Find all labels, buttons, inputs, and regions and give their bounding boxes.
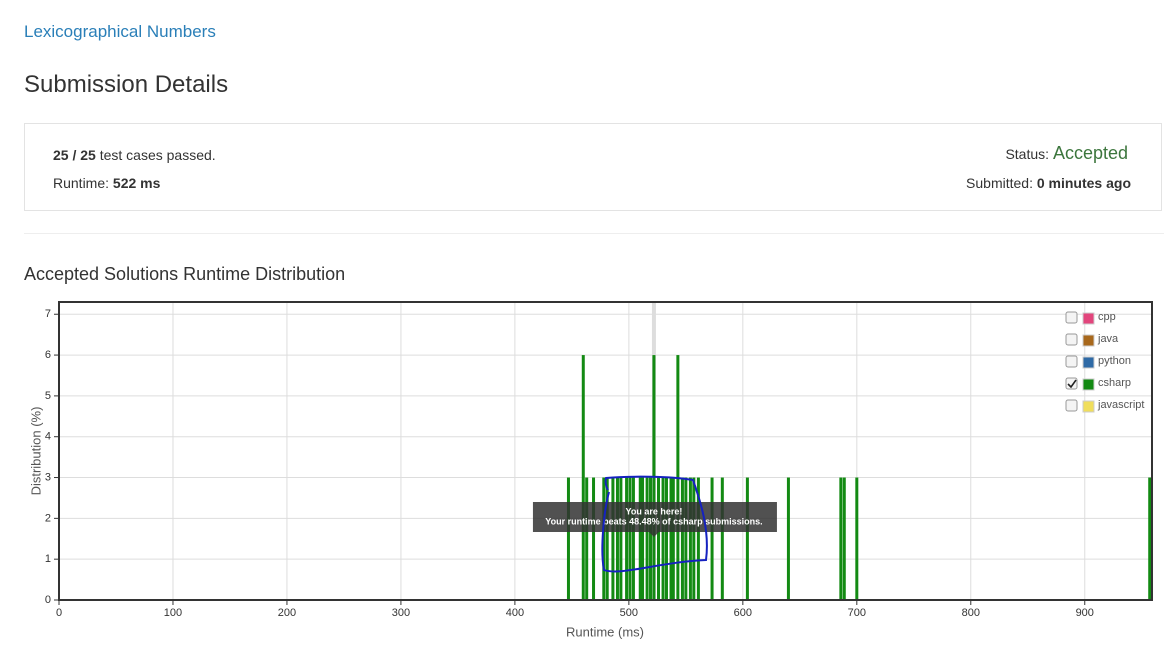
bar bbox=[625, 477, 629, 600]
status-row: Status: Accepted bbox=[1005, 143, 1128, 164]
x-tick-label: 400 bbox=[506, 607, 524, 619]
plot-border bbox=[58, 301, 1153, 601]
runtime-row: Runtime: 522 ms bbox=[53, 175, 160, 191]
y-tick-label: 2 bbox=[45, 512, 51, 524]
legend-checkbox[interactable] bbox=[1065, 311, 1078, 324]
legend-swatch bbox=[1082, 312, 1095, 325]
bar bbox=[720, 477, 724, 600]
legend-label: python bbox=[1098, 355, 1131, 367]
x-tick-label: 600 bbox=[734, 607, 752, 619]
bar bbox=[605, 477, 609, 600]
bar bbox=[664, 477, 668, 600]
legend-checkbox[interactable] bbox=[1065, 377, 1078, 390]
bar bbox=[566, 477, 570, 600]
bar bbox=[628, 477, 632, 600]
y-tick-label: 1 bbox=[45, 553, 51, 565]
legend-swatch bbox=[1082, 334, 1095, 347]
y-tick-label: 0 bbox=[45, 594, 51, 606]
problem-link[interactable]: Lexicographical Numbers bbox=[24, 22, 216, 41]
x-tick-label: 800 bbox=[962, 607, 980, 619]
legend-label: cpp bbox=[1098, 311, 1116, 323]
legend-checkbox[interactable] bbox=[1065, 399, 1078, 412]
bar bbox=[631, 477, 635, 600]
separator: / bbox=[72, 147, 77, 163]
bar bbox=[669, 477, 673, 600]
x-axis-label: Runtime (ms) bbox=[566, 624, 644, 639]
bar bbox=[585, 477, 589, 600]
bar bbox=[661, 477, 665, 600]
status: Accepted bbox=[1052, 143, 1128, 163]
passed-text: test cases passed. bbox=[99, 147, 216, 163]
tooltip-text: You are here! bbox=[626, 506, 683, 516]
bar bbox=[602, 477, 606, 600]
page-title: Submission Details bbox=[24, 71, 229, 98]
status-label: Status: bbox=[1005, 146, 1050, 162]
y-tick-label: 4 bbox=[45, 431, 51, 443]
bar bbox=[619, 477, 623, 600]
y-tick-label: 7 bbox=[45, 308, 51, 320]
bar bbox=[842, 477, 846, 600]
legend-label: javascript bbox=[1097, 399, 1144, 411]
tooltip-box bbox=[532, 502, 777, 532]
bar bbox=[592, 477, 596, 600]
y-axis-label: Distribution (%) bbox=[28, 407, 43, 496]
passed: 25 bbox=[53, 147, 69, 163]
bar bbox=[611, 477, 615, 600]
x-tick-label: 900 bbox=[1076, 607, 1094, 619]
cases-row: 25 / 25 test cases passed. bbox=[53, 147, 216, 163]
y-tick-label: 6 bbox=[45, 349, 51, 361]
y-tick-label: 3 bbox=[45, 471, 51, 483]
submitted-label: Submitted: bbox=[966, 175, 1033, 191]
legend-label: java bbox=[1097, 333, 1119, 345]
x-tick-label: 0 bbox=[56, 607, 62, 619]
tooltip-text: Your runtime beats 48.48% of csharp subm… bbox=[545, 516, 762, 526]
section-title: Accepted Solutions Runtime Distribution bbox=[24, 264, 346, 284]
bar bbox=[839, 477, 843, 600]
y-tick-label: 5 bbox=[45, 390, 51, 402]
runtime-label: Runtime: bbox=[53, 175, 110, 191]
x-tick-label: 200 bbox=[278, 607, 296, 619]
x-tick-label: 300 bbox=[392, 607, 410, 619]
total: 25 bbox=[80, 147, 96, 163]
bar bbox=[680, 477, 684, 600]
bar bbox=[615, 477, 619, 600]
bar bbox=[581, 355, 585, 600]
bar bbox=[671, 477, 675, 600]
bar bbox=[745, 477, 749, 600]
bar bbox=[641, 477, 645, 600]
bar bbox=[696, 477, 700, 600]
bar bbox=[656, 477, 660, 600]
runtime: 522 ms bbox=[112, 175, 161, 191]
scribble bbox=[601, 475, 708, 573]
bar bbox=[786, 477, 790, 600]
bar bbox=[855, 477, 859, 600]
divider bbox=[24, 233, 1164, 234]
submitted: 0 minutes ago bbox=[1036, 175, 1131, 191]
legend-swatch bbox=[1082, 378, 1095, 391]
bar bbox=[688, 477, 692, 600]
x-tick-label: 700 bbox=[848, 607, 866, 619]
check-mark bbox=[1067, 379, 1077, 389]
tooltip-arrow bbox=[648, 532, 659, 537]
legend-checkbox[interactable] bbox=[1065, 333, 1078, 346]
legend-checkbox[interactable] bbox=[1065, 355, 1078, 368]
bar bbox=[684, 477, 688, 600]
legend-swatch bbox=[1082, 356, 1095, 369]
bar bbox=[1148, 477, 1152, 600]
bar bbox=[645, 477, 649, 600]
legend-swatch bbox=[1082, 400, 1095, 413]
legend-label: csharp bbox=[1098, 377, 1131, 389]
bar bbox=[710, 477, 714, 600]
bar bbox=[638, 477, 642, 600]
summary-panel: 25 / 25 test cases passed. Runtime: 522 … bbox=[24, 123, 1162, 211]
x-tick-label: 100 bbox=[164, 607, 182, 619]
bar bbox=[692, 477, 696, 600]
x-tick-label: 500 bbox=[620, 607, 638, 619]
bar bbox=[649, 477, 653, 600]
submitted-row: Submitted: 0 minutes ago bbox=[966, 175, 1131, 191]
